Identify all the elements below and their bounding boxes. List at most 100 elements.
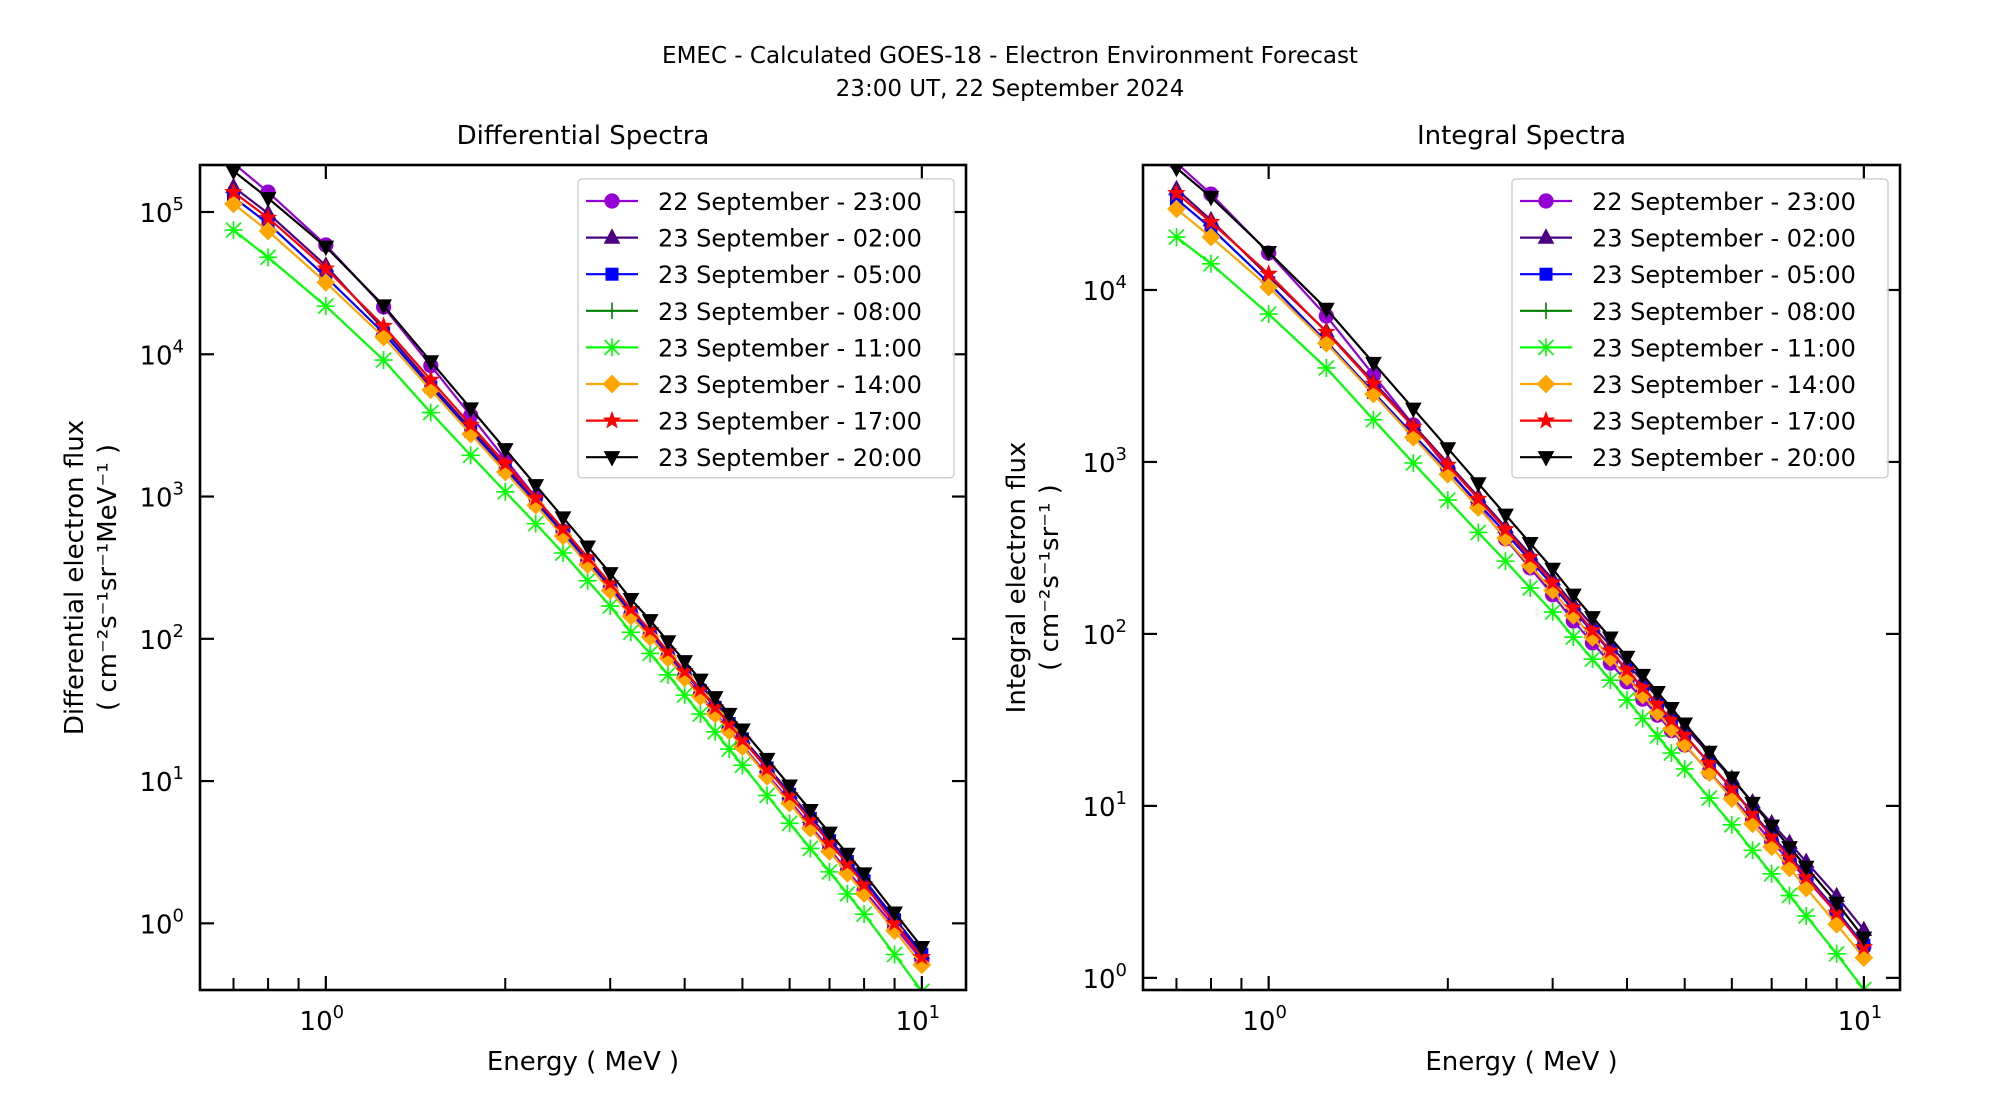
data-point bbox=[1469, 489, 1488, 507]
data-point bbox=[1797, 860, 1815, 877]
figure-subtitle: 23:00 UT, 22 September 2024 bbox=[836, 76, 1185, 102]
data-point bbox=[1601, 671, 1620, 690]
data-point bbox=[496, 482, 515, 501]
differential-spectra-panel: Differential Spectra 100 101 100 101 102 103 10… bbox=[60, 121, 968, 1077]
data-point bbox=[621, 623, 640, 642]
y-axis-label: Differential electron flux bbox=[60, 420, 90, 735]
data-point bbox=[1469, 477, 1487, 493]
data-point bbox=[855, 867, 873, 883]
legend-label: 23 September - 08:00 bbox=[658, 298, 922, 326]
series-23-september-11-00 bbox=[1167, 228, 1873, 990]
x-tick-label: 100 bbox=[300, 1002, 345, 1037]
data-point bbox=[1169, 165, 1184, 178]
legend-marker-triangle-up-icon bbox=[603, 228, 621, 244]
legend-marker-triangle-down-icon bbox=[603, 451, 621, 467]
data-point bbox=[855, 905, 874, 924]
data-point bbox=[553, 519, 573, 537]
data-point bbox=[1583, 628, 1602, 647]
data-point bbox=[600, 581, 620, 600]
data-point bbox=[885, 945, 904, 964]
legend-marker-diamond-icon bbox=[602, 374, 622, 394]
data-point bbox=[1167, 228, 1186, 247]
legend-entry: 22 September - 23:00 bbox=[1520, 188, 1856, 216]
data-point bbox=[1634, 668, 1652, 685]
data-point bbox=[1564, 628, 1583, 647]
data-point bbox=[913, 940, 931, 957]
data-point bbox=[821, 826, 838, 843]
data-point bbox=[733, 756, 752, 775]
legend-marker-square-icon bbox=[1539, 267, 1553, 281]
x-tick-label: 100 bbox=[1242, 1002, 1287, 1037]
legend-label: 23 September - 14:00 bbox=[658, 371, 922, 399]
data-point bbox=[1600, 648, 1620, 668]
data-point bbox=[1201, 212, 1221, 231]
legend-entry: 23 September - 14:00 bbox=[1520, 371, 1856, 399]
data-point bbox=[839, 847, 856, 864]
data-point bbox=[675, 686, 694, 705]
data-point bbox=[496, 443, 514, 459]
legend-label: 23 September - 20:00 bbox=[1592, 444, 1856, 472]
data-point bbox=[422, 355, 440, 371]
data-point bbox=[316, 297, 335, 316]
data-point bbox=[1662, 744, 1681, 763]
legend-entry: 22 September - 23:00 bbox=[586, 188, 922, 216]
data-point bbox=[675, 668, 694, 688]
data-point bbox=[1317, 322, 1336, 340]
legend-marker-circle-icon bbox=[1538, 193, 1554, 209]
data-point bbox=[374, 351, 393, 370]
data-point bbox=[1675, 759, 1694, 778]
legend-entry: 23 September - 11:00 bbox=[1520, 334, 1856, 362]
data-point bbox=[1318, 302, 1335, 319]
data-point bbox=[1317, 358, 1336, 377]
legend-marker-square-icon bbox=[605, 267, 619, 281]
data-point bbox=[1700, 753, 1719, 772]
data-point bbox=[1649, 685, 1666, 702]
series-23-september-20-00 bbox=[225, 165, 931, 957]
data-point bbox=[1259, 264, 1278, 282]
data-point bbox=[1259, 277, 1278, 297]
data-point bbox=[1521, 537, 1539, 553]
legend-entry: 23 September - 08:00 bbox=[1520, 298, 1856, 326]
data-point bbox=[886, 906, 903, 922]
axes-frame bbox=[1141, 163, 1902, 992]
data-point bbox=[1496, 519, 1515, 538]
data-point bbox=[820, 862, 839, 881]
data-point bbox=[1797, 906, 1816, 925]
y-tick-label: 101 bbox=[139, 763, 184, 798]
data-point bbox=[1617, 660, 1637, 678]
plot-area bbox=[224, 165, 932, 990]
legend-label: 23 September - 08:00 bbox=[1592, 298, 1856, 326]
data-point bbox=[1663, 702, 1680, 718]
legend-label: 23 September - 11:00 bbox=[1592, 334, 1856, 362]
data-point bbox=[1564, 597, 1583, 616]
data-point bbox=[1676, 717, 1694, 733]
y-tick-label: 104 bbox=[139, 336, 184, 371]
legend-marker-x-icon bbox=[1537, 338, 1555, 357]
data-point bbox=[1364, 410, 1383, 429]
data-point bbox=[1700, 789, 1719, 808]
data-point bbox=[224, 182, 243, 200]
data-point bbox=[758, 752, 776, 769]
legend-marker-plus-icon bbox=[603, 302, 621, 320]
legend-marker-circle-icon bbox=[604, 193, 620, 209]
y-tick-label: 103 bbox=[139, 479, 184, 514]
data-point bbox=[691, 687, 710, 706]
y-tick-label: 102 bbox=[139, 621, 184, 656]
series-23-september-20-00 bbox=[1169, 165, 1873, 948]
legend-marker-triangle-down-icon bbox=[1537, 451, 1555, 467]
data-point bbox=[1722, 815, 1741, 834]
data-point bbox=[1675, 725, 1694, 743]
legend-box bbox=[1511, 178, 1889, 479]
legend-label: 23 September - 17:00 bbox=[1592, 408, 1856, 436]
legend: 22 September - 23:00 23 September - 02:00… bbox=[577, 178, 955, 479]
data-point bbox=[1544, 562, 1561, 579]
data-point bbox=[1633, 709, 1652, 728]
data-point bbox=[801, 839, 820, 858]
data-point bbox=[225, 165, 242, 181]
data-point bbox=[676, 655, 694, 671]
data-point bbox=[259, 248, 278, 267]
legend-label: 23 September - 11:00 bbox=[658, 334, 922, 362]
data-point bbox=[374, 316, 393, 334]
data-point bbox=[1404, 402, 1422, 419]
data-point bbox=[1167, 183, 1186, 201]
